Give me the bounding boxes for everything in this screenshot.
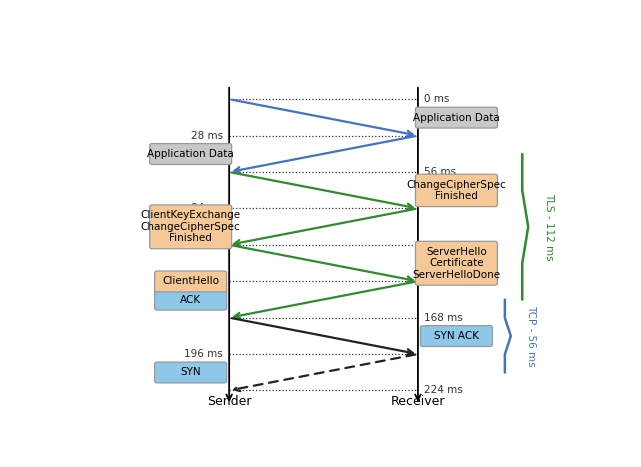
- FancyBboxPatch shape: [415, 107, 497, 128]
- FancyBboxPatch shape: [154, 271, 227, 292]
- Text: SYN: SYN: [180, 368, 201, 377]
- Text: SYN ACK: SYN ACK: [434, 331, 479, 341]
- Text: 28 ms: 28 ms: [191, 131, 223, 141]
- Text: TCP - 56 ms: TCP - 56 ms: [526, 305, 537, 367]
- FancyBboxPatch shape: [420, 325, 492, 347]
- Text: ChangeCipherSpec
Finished: ChangeCipherSpec Finished: [406, 180, 506, 201]
- Text: 112 ms: 112 ms: [185, 240, 223, 250]
- Text: ACK: ACK: [180, 295, 201, 304]
- Text: Application Data: Application Data: [413, 113, 500, 123]
- Text: 84 ms: 84 ms: [191, 204, 223, 213]
- Text: 140 ms: 140 ms: [185, 276, 223, 286]
- Text: TLS - 112 ms: TLS - 112 ms: [544, 193, 554, 261]
- FancyBboxPatch shape: [149, 143, 231, 164]
- Text: ClientHello: ClientHello: [162, 276, 219, 286]
- Text: 196 ms: 196 ms: [185, 349, 223, 359]
- FancyBboxPatch shape: [149, 205, 231, 249]
- Text: ServerHello
Certificate
ServerHelloDone: ServerHello Certificate ServerHelloDone: [412, 247, 501, 280]
- Text: Receiver: Receiver: [390, 395, 445, 408]
- FancyBboxPatch shape: [415, 174, 497, 206]
- FancyBboxPatch shape: [154, 289, 227, 310]
- Text: ClientKeyExchange
ChangeCipherSpec
Finished: ClientKeyExchange ChangeCipherSpec Finis…: [140, 210, 241, 243]
- Text: 56 ms: 56 ms: [424, 167, 456, 177]
- FancyBboxPatch shape: [154, 362, 227, 383]
- FancyBboxPatch shape: [415, 241, 497, 285]
- Text: Sender: Sender: [207, 395, 251, 408]
- Text: Application Data: Application Data: [147, 149, 234, 159]
- Text: 168 ms: 168 ms: [424, 312, 463, 323]
- Text: 0 ms: 0 ms: [424, 94, 449, 104]
- Text: 224 ms: 224 ms: [424, 385, 463, 396]
